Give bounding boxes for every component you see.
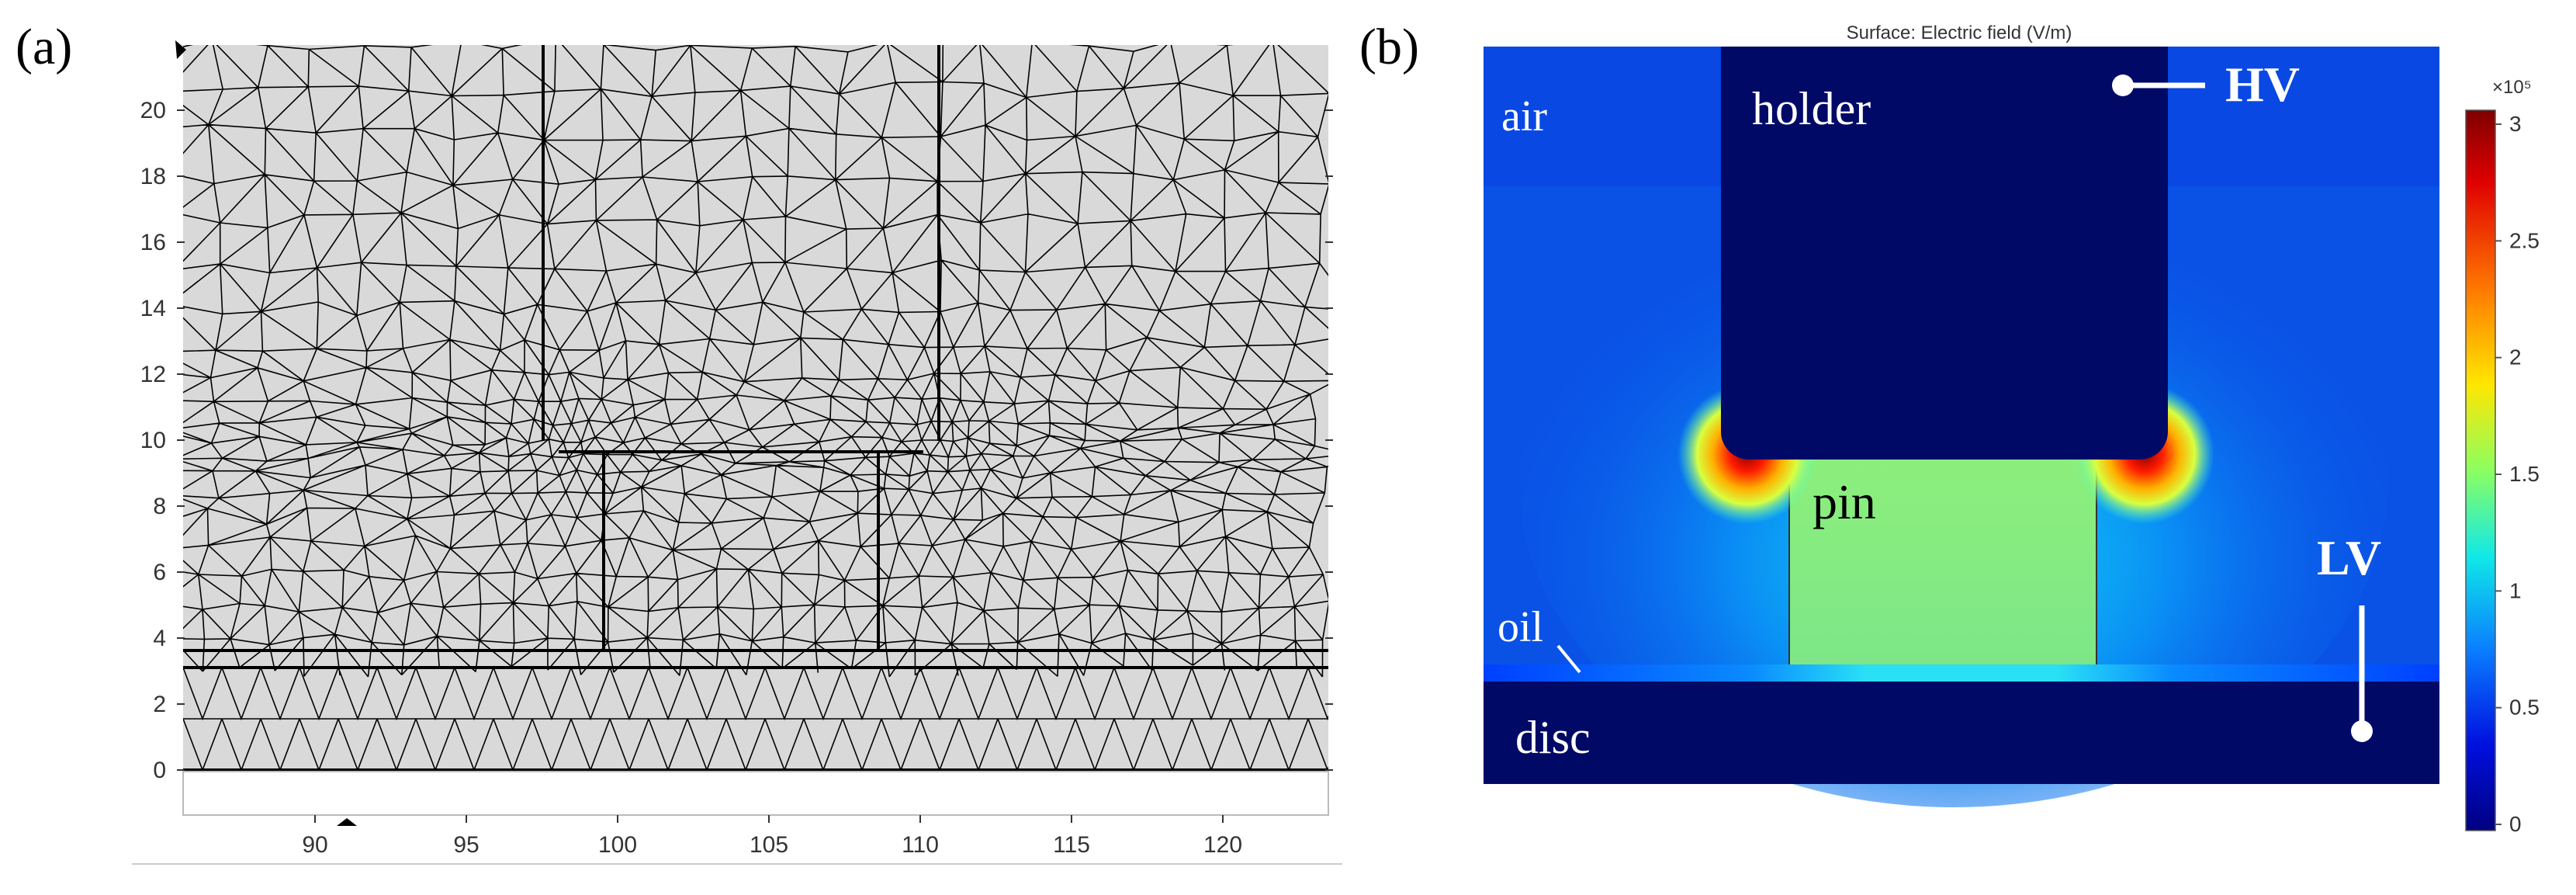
panel-b-label: (b) xyxy=(1359,19,1419,75)
y-tick-label: 6 xyxy=(153,560,166,585)
oil-region xyxy=(1484,664,2439,682)
panel-b: (b) Surface: Electric field (V/m) air ho… xyxy=(1359,19,2540,836)
y-tick-label: 14 xyxy=(140,296,166,321)
y-tick-label: 4 xyxy=(153,626,166,651)
y-tick-label: 2 xyxy=(153,692,166,717)
mesh-edges xyxy=(183,45,1328,771)
holder-region xyxy=(1721,47,2168,460)
colorbar-tick-label: 1.5 xyxy=(2509,462,2540,486)
oil-leader-line xyxy=(1556,644,1581,674)
colorbar-tick-label: 0.5 xyxy=(2509,696,2540,720)
y-tick-label: 0 xyxy=(153,758,166,783)
colorbar-tick-label: 1 xyxy=(2509,578,2522,602)
label-hv: HV xyxy=(2225,57,2300,112)
label-pin: pin xyxy=(1813,474,1876,529)
y-tick-label: 20 xyxy=(140,98,166,123)
lv-terminal-dot xyxy=(2351,720,2373,742)
x-axis: 90 95 100 105 110 115 120 xyxy=(302,815,1242,858)
colorbar-scale xyxy=(2465,109,2496,831)
label-oil: oil xyxy=(1497,603,1543,651)
y-tick-label: 18 xyxy=(140,164,166,189)
colorbar-tick-label: 2 xyxy=(2509,345,2522,369)
x-tick-label: 100 xyxy=(598,832,637,858)
label-disc: disc xyxy=(1515,712,1591,763)
colorbar-tick-label: 0 xyxy=(2509,812,2522,836)
panel-a-label: (a) xyxy=(16,19,72,75)
panel-a: (a) 0 2 4 6 8 10 12 14 16 18 20 90 95 100 105 110 115 12… xyxy=(16,19,1342,865)
y-tick-label: 8 xyxy=(153,494,166,519)
plot-title: Surface: Electric field (V/m) xyxy=(1847,23,2072,43)
y-axis: 0 2 4 6 8 10 12 14 16 18 20 xyxy=(140,98,1333,783)
y-tick-label: 10 xyxy=(140,428,166,453)
x-tick-label: 110 xyxy=(902,832,939,858)
axis-marker-bottom-icon xyxy=(337,818,357,826)
colorbar: ×10⁵ 3 2.5 2 1.5 1 0.5 0 xyxy=(2465,77,2540,836)
colorbar-tick-label: 2.5 xyxy=(2509,228,2540,252)
y-tick-label: 12 xyxy=(140,362,166,387)
colorbar-multiplier: ×10⁵ xyxy=(2492,77,2532,98)
plot-bottom-margin xyxy=(182,771,1329,816)
holder-top-fill xyxy=(1721,47,2168,93)
colorbar-ticks: 3 2.5 2 1.5 1 0.5 0 xyxy=(2495,112,2540,836)
geometry-boundaries xyxy=(183,45,1328,772)
label-holder: holder xyxy=(1752,83,1871,134)
colorbar-tick-label: 3 xyxy=(2509,112,2522,136)
pin-region xyxy=(1788,434,2097,668)
axis-marker-top-icon xyxy=(175,40,186,59)
triangular-mesh xyxy=(183,45,1328,771)
disc-region xyxy=(1484,682,2439,784)
label-air: air xyxy=(1501,92,1547,140)
x-tick-label: 105 xyxy=(750,832,788,858)
x-tick-label: 90 xyxy=(302,832,327,858)
y-tick-label: 16 xyxy=(140,230,166,255)
mesh-domain xyxy=(183,45,1328,771)
label-lv: LV xyxy=(2317,530,2381,585)
x-tick-label: 120 xyxy=(1203,832,1242,858)
x-tick-label: 115 xyxy=(1053,832,1090,858)
x-tick-label: 95 xyxy=(453,832,479,858)
